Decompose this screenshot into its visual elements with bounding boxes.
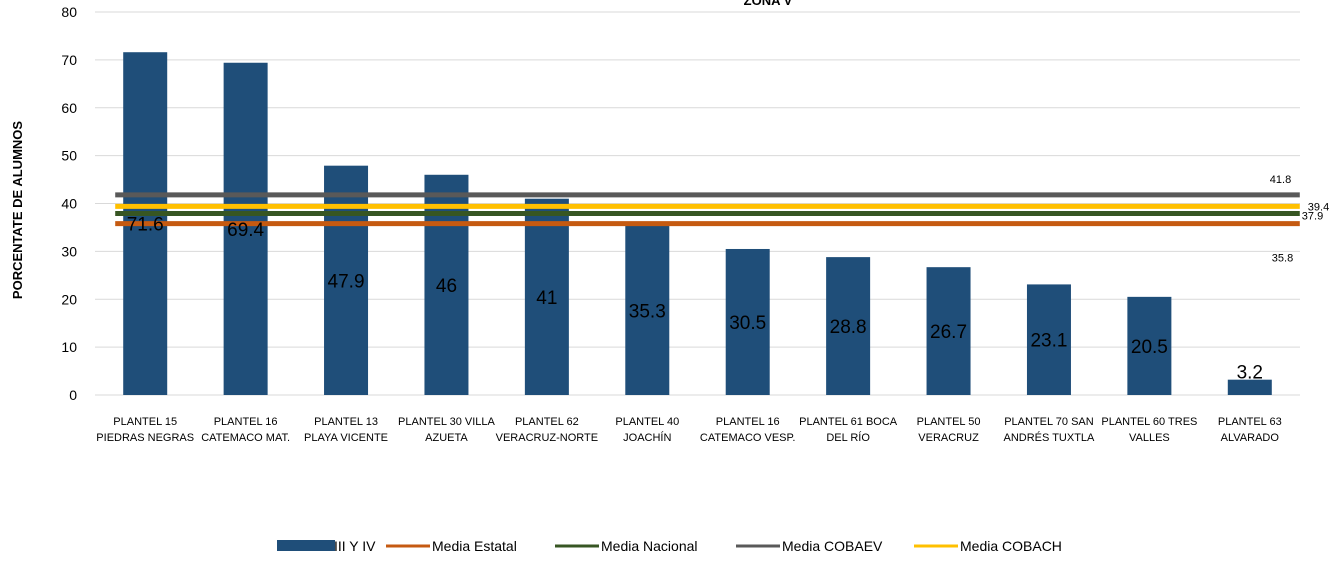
y-tick-label: 30 [61,243,77,259]
x-tick-label: PLANTEL 61 BOCA [799,416,898,428]
x-tick-label: PLANTEL 16 [214,416,278,428]
x-tick-label: PLANTEL 50 [917,416,981,428]
bar [1026,284,1071,395]
y-tick-label: 10 [61,339,77,355]
x-tick-label: PLANTEL 63 [1218,416,1282,428]
mean-line-label: 35.8 [1272,253,1293,265]
x-tick-label: DEL RÍO [826,431,870,444]
y-tick-label: 60 [61,100,77,116]
x-tick-label: PLANTEL 15 [113,416,177,428]
chart-title: ZONA V [744,0,793,8]
x-tick-label: PLANTEL 40 [615,416,679,428]
legend: III Y IV Media Estatal Media Nacional Media… [277,538,1062,554]
mean-line-label: 39.4 [1308,201,1329,213]
bar [926,267,971,395]
x-tick-label: PLANTEL 30 VILLA [398,416,495,428]
bar-value-label: 47.9 [328,271,365,292]
legend-swatch [277,540,335,551]
y-tick-label: 70 [61,52,77,68]
legend-label: III Y IV [334,538,376,554]
y-tick-label: 0 [69,387,77,403]
x-tick-label: PLANTEL 13 [314,416,378,428]
bar [625,226,670,395]
y-tick-label: 40 [61,196,77,212]
x-tick-label: ANDRÉS TUXTLA [1004,431,1096,444]
bar-value-label: 41 [536,288,557,309]
axes: 0 10 20 30 40 50 60 70 80 PLANTEL 15 PIEDRAS NEGRA… [61,4,1281,444]
mean-lines [115,192,1300,227]
y-tick-label: 80 [61,4,77,20]
bar [1227,379,1272,395]
bar [1127,296,1172,395]
bar-value-label: 69.4 [227,220,264,241]
x-tick-label: CATEMACO MAT. [201,432,290,444]
bar [725,248,770,395]
x-tick-label: PLAYA VICENTE [304,432,388,444]
x-tick-label: PLANTEL 62 [515,416,579,428]
y-tick-label: 50 [61,148,77,164]
x-tick-label: ALVARADO [1221,432,1280,444]
bar-value-label: 23.1 [1030,331,1067,352]
legend-label: Media COBACH [960,538,1062,554]
y-axis-title: PORCENTATE DE ALUMNOS [10,121,25,299]
y-tick-label: 20 [61,291,77,307]
mean-line-label: 41.8 [1270,174,1291,186]
data-labels: 71.6 69.4 47.9 46 41 35.3 30.5 28.8 26.7 23.1 20.5… [127,174,1329,384]
bar [524,198,569,395]
x-tick-label: VERACRUZ-NORTE [496,432,598,444]
bar-value-label: 46 [436,276,457,297]
x-tick-label: VERACRUZ [918,432,979,444]
x-tick-label: VALLES [1129,432,1170,444]
bar-value-label: 3.2 [1237,363,1263,384]
bar [223,62,268,396]
bar-value-label: 30.5 [729,313,766,334]
bar-value-label: 71.6 [127,215,164,236]
x-tick-label: CATEMACO VESP. [700,432,796,444]
bar-value-label: 35.3 [629,302,666,323]
x-tick-label: JOACHÍN [623,431,671,444]
gridlines [95,11,1300,396]
x-tick-label: PLANTEL 60 TRES [1101,416,1197,428]
bar-value-label: 20.5 [1131,337,1168,358]
mean-line-label: 37.9 [1302,211,1323,223]
bar-value-label: 28.8 [830,317,867,338]
legend-label: Media Nacional [601,538,698,554]
bar-value-label: 26.7 [930,322,967,343]
x-tick-label: PLANTEL 16 [716,416,780,428]
x-tick-label: PLANTEL 70 SAN [1004,416,1094,428]
bar [826,257,871,395]
bars [123,52,1272,396]
x-tick-label: AZUETA [425,432,468,444]
x-tick-label: PIEDRAS NEGRAS [96,432,194,444]
legend-label: Media Estatal [432,538,517,554]
legend-label: Media COBAEV [782,538,883,554]
